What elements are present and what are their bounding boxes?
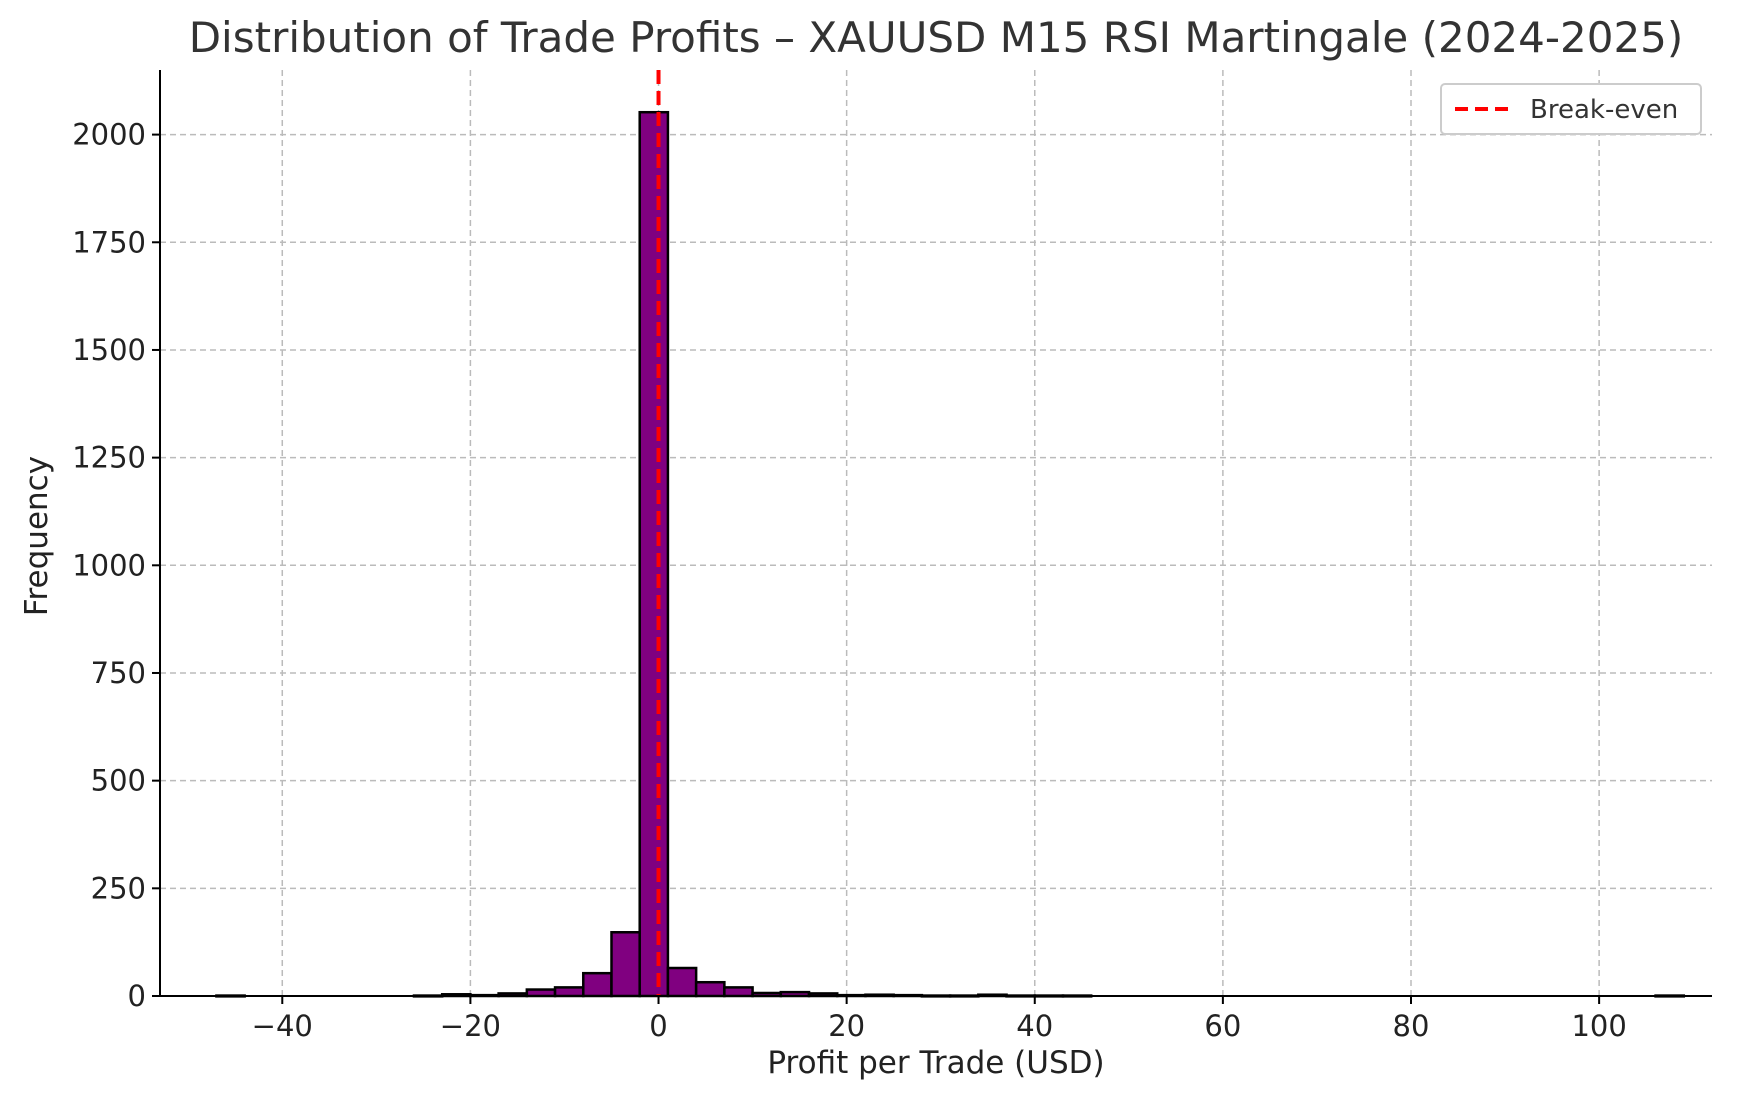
legend-label-breakeven: Break-even <box>1530 95 1678 125</box>
y-tick-label: 1000 <box>72 548 146 582</box>
x-ticks: −40 −20 0 20 40 60 80 100 <box>252 996 1627 1043</box>
chart-title: Distribution of Trade Profits – XAUUSD M… <box>189 13 1684 62</box>
legend-box <box>1440 83 1702 135</box>
x-tick-label: 20 <box>828 1009 865 1043</box>
y-tick-label: 500 <box>91 764 146 798</box>
x-tick-label: 60 <box>1204 1009 1241 1043</box>
grid-lines <box>160 70 1712 997</box>
y-tick-label: 1500 <box>72 333 146 367</box>
y-tick-label: 1250 <box>72 441 146 475</box>
y-axis-label: Frequency <box>19 456 55 616</box>
x-tick-label: 40 <box>1016 1009 1053 1043</box>
histogram-bar <box>723 986 754 998</box>
legend: Break-even <box>1440 83 1702 135</box>
histogram-bars <box>215 110 1686 998</box>
y-tick-label: 250 <box>91 871 146 905</box>
y-tick-label: 0 <box>128 979 146 1013</box>
y-tick-label: 2000 <box>72 118 146 152</box>
histogram-bar <box>553 986 585 998</box>
x-tick-label: 0 <box>649 1009 667 1043</box>
histogram-bar <box>666 966 698 998</box>
y-ticks: 0 250 500 750 1000 1250 1500 1750 2000 <box>72 118 160 1013</box>
axes <box>159 70 1712 997</box>
y-tick-label: 750 <box>91 656 146 690</box>
y-tick-label: 1750 <box>72 225 146 259</box>
histogram-bar <box>694 980 726 998</box>
histogram-bar <box>610 931 641 998</box>
x-tick-label: 80 <box>1393 1009 1430 1043</box>
x-tick-label: 100 <box>1571 1009 1626 1043</box>
histogram-bar <box>582 971 613 998</box>
histogram-bar <box>638 110 670 998</box>
x-tick-label: −40 <box>252 1009 313 1043</box>
x-tick-label: −20 <box>440 1009 501 1043</box>
x-axis-label: Profit per Trade (USD) <box>767 1045 1104 1081</box>
